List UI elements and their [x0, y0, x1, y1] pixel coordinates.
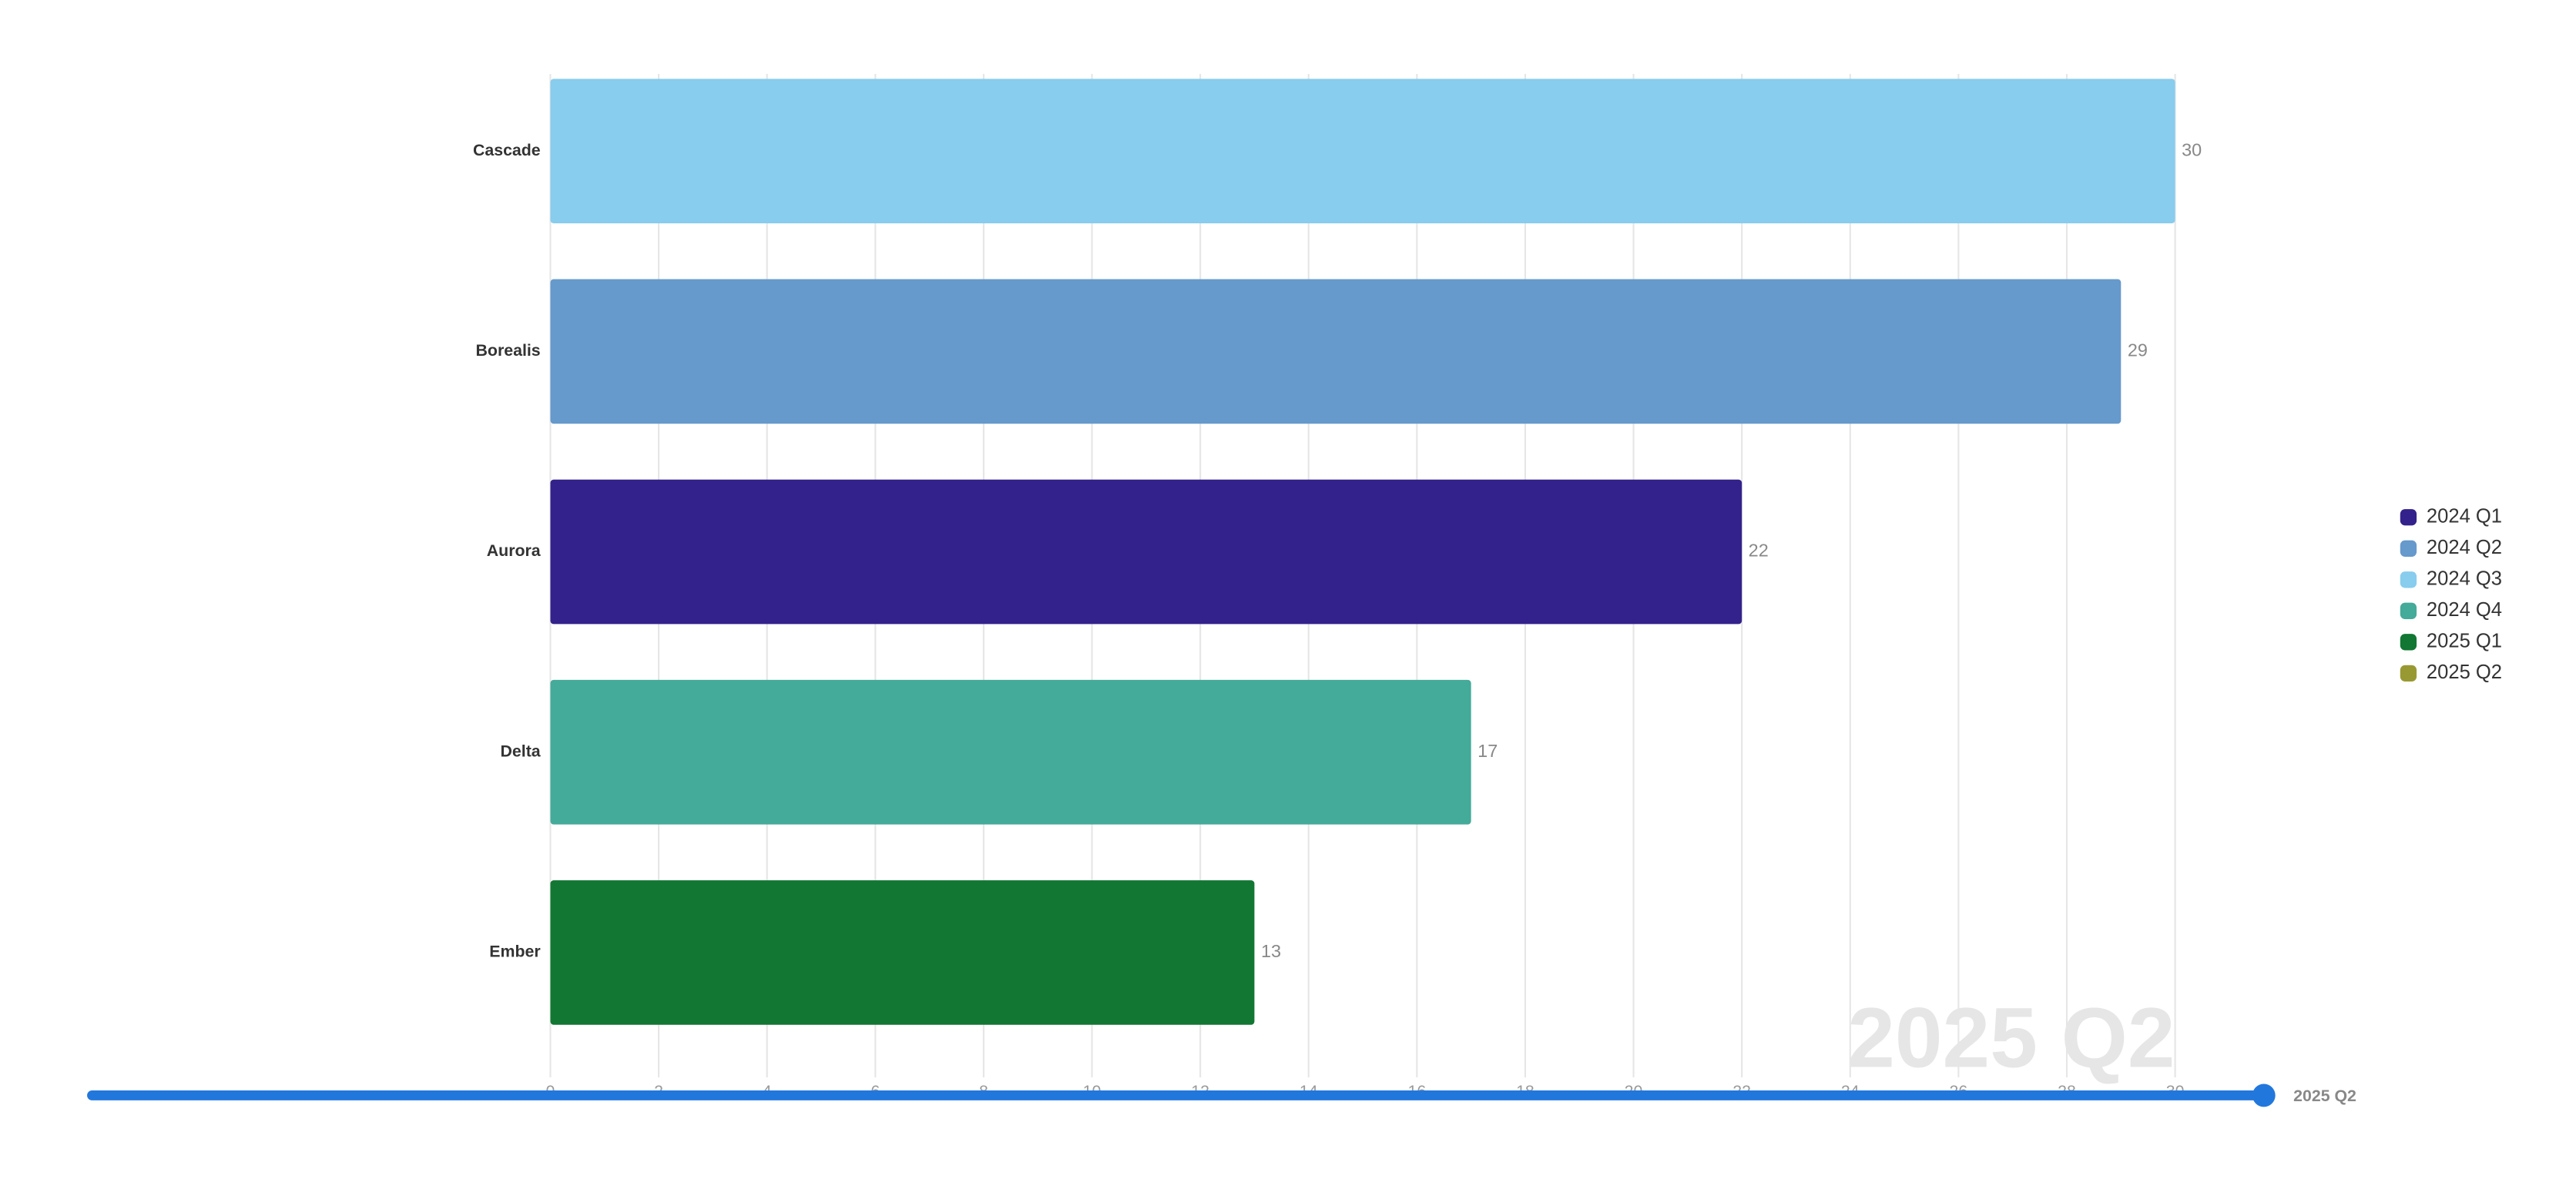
y-tick-label: Borealis — [476, 341, 541, 360]
value-label: 13 — [1261, 941, 1281, 961]
legend-label: 2024 Q2 — [2427, 537, 2502, 558]
legend-label: 2024 Q4 — [2427, 599, 2502, 621]
y-tick-label: Delta — [501, 742, 541, 760]
y-tick-label: Ember — [489, 943, 540, 961]
value-label: 29 — [2128, 340, 2148, 360]
value-label: 22 — [1749, 541, 1769, 561]
legend-label: 2025 Q2 — [2427, 661, 2502, 683]
bar — [550, 880, 1255, 1025]
legend-swatch — [2400, 509, 2417, 526]
value-label: 17 — [1478, 741, 1498, 761]
value-label: 30 — [2182, 139, 2202, 159]
legend-swatch — [2400, 665, 2417, 682]
legend-label: 2025 Q1 — [2427, 631, 2502, 652]
bar — [550, 279, 2122, 424]
period-watermark: 2025 Q2 — [1847, 991, 2175, 1086]
slider-label: 2025 Q2 — [2293, 1087, 2356, 1105]
legend-swatch — [2400, 540, 2417, 557]
y-tick-label: Cascade — [473, 141, 541, 159]
bar — [550, 679, 1471, 825]
slider-thumb[interactable] — [2252, 1083, 2276, 1107]
legend-label: 2024 Q3 — [2427, 568, 2502, 590]
legend-swatch — [2400, 571, 2417, 588]
bar — [550, 79, 2175, 224]
legend-swatch — [2400, 602, 2417, 619]
legend-swatch — [2400, 634, 2417, 651]
y-tick-label: Aurora — [487, 541, 541, 560]
bar — [550, 479, 1742, 625]
legend-label: 2024 Q1 — [2427, 506, 2502, 528]
